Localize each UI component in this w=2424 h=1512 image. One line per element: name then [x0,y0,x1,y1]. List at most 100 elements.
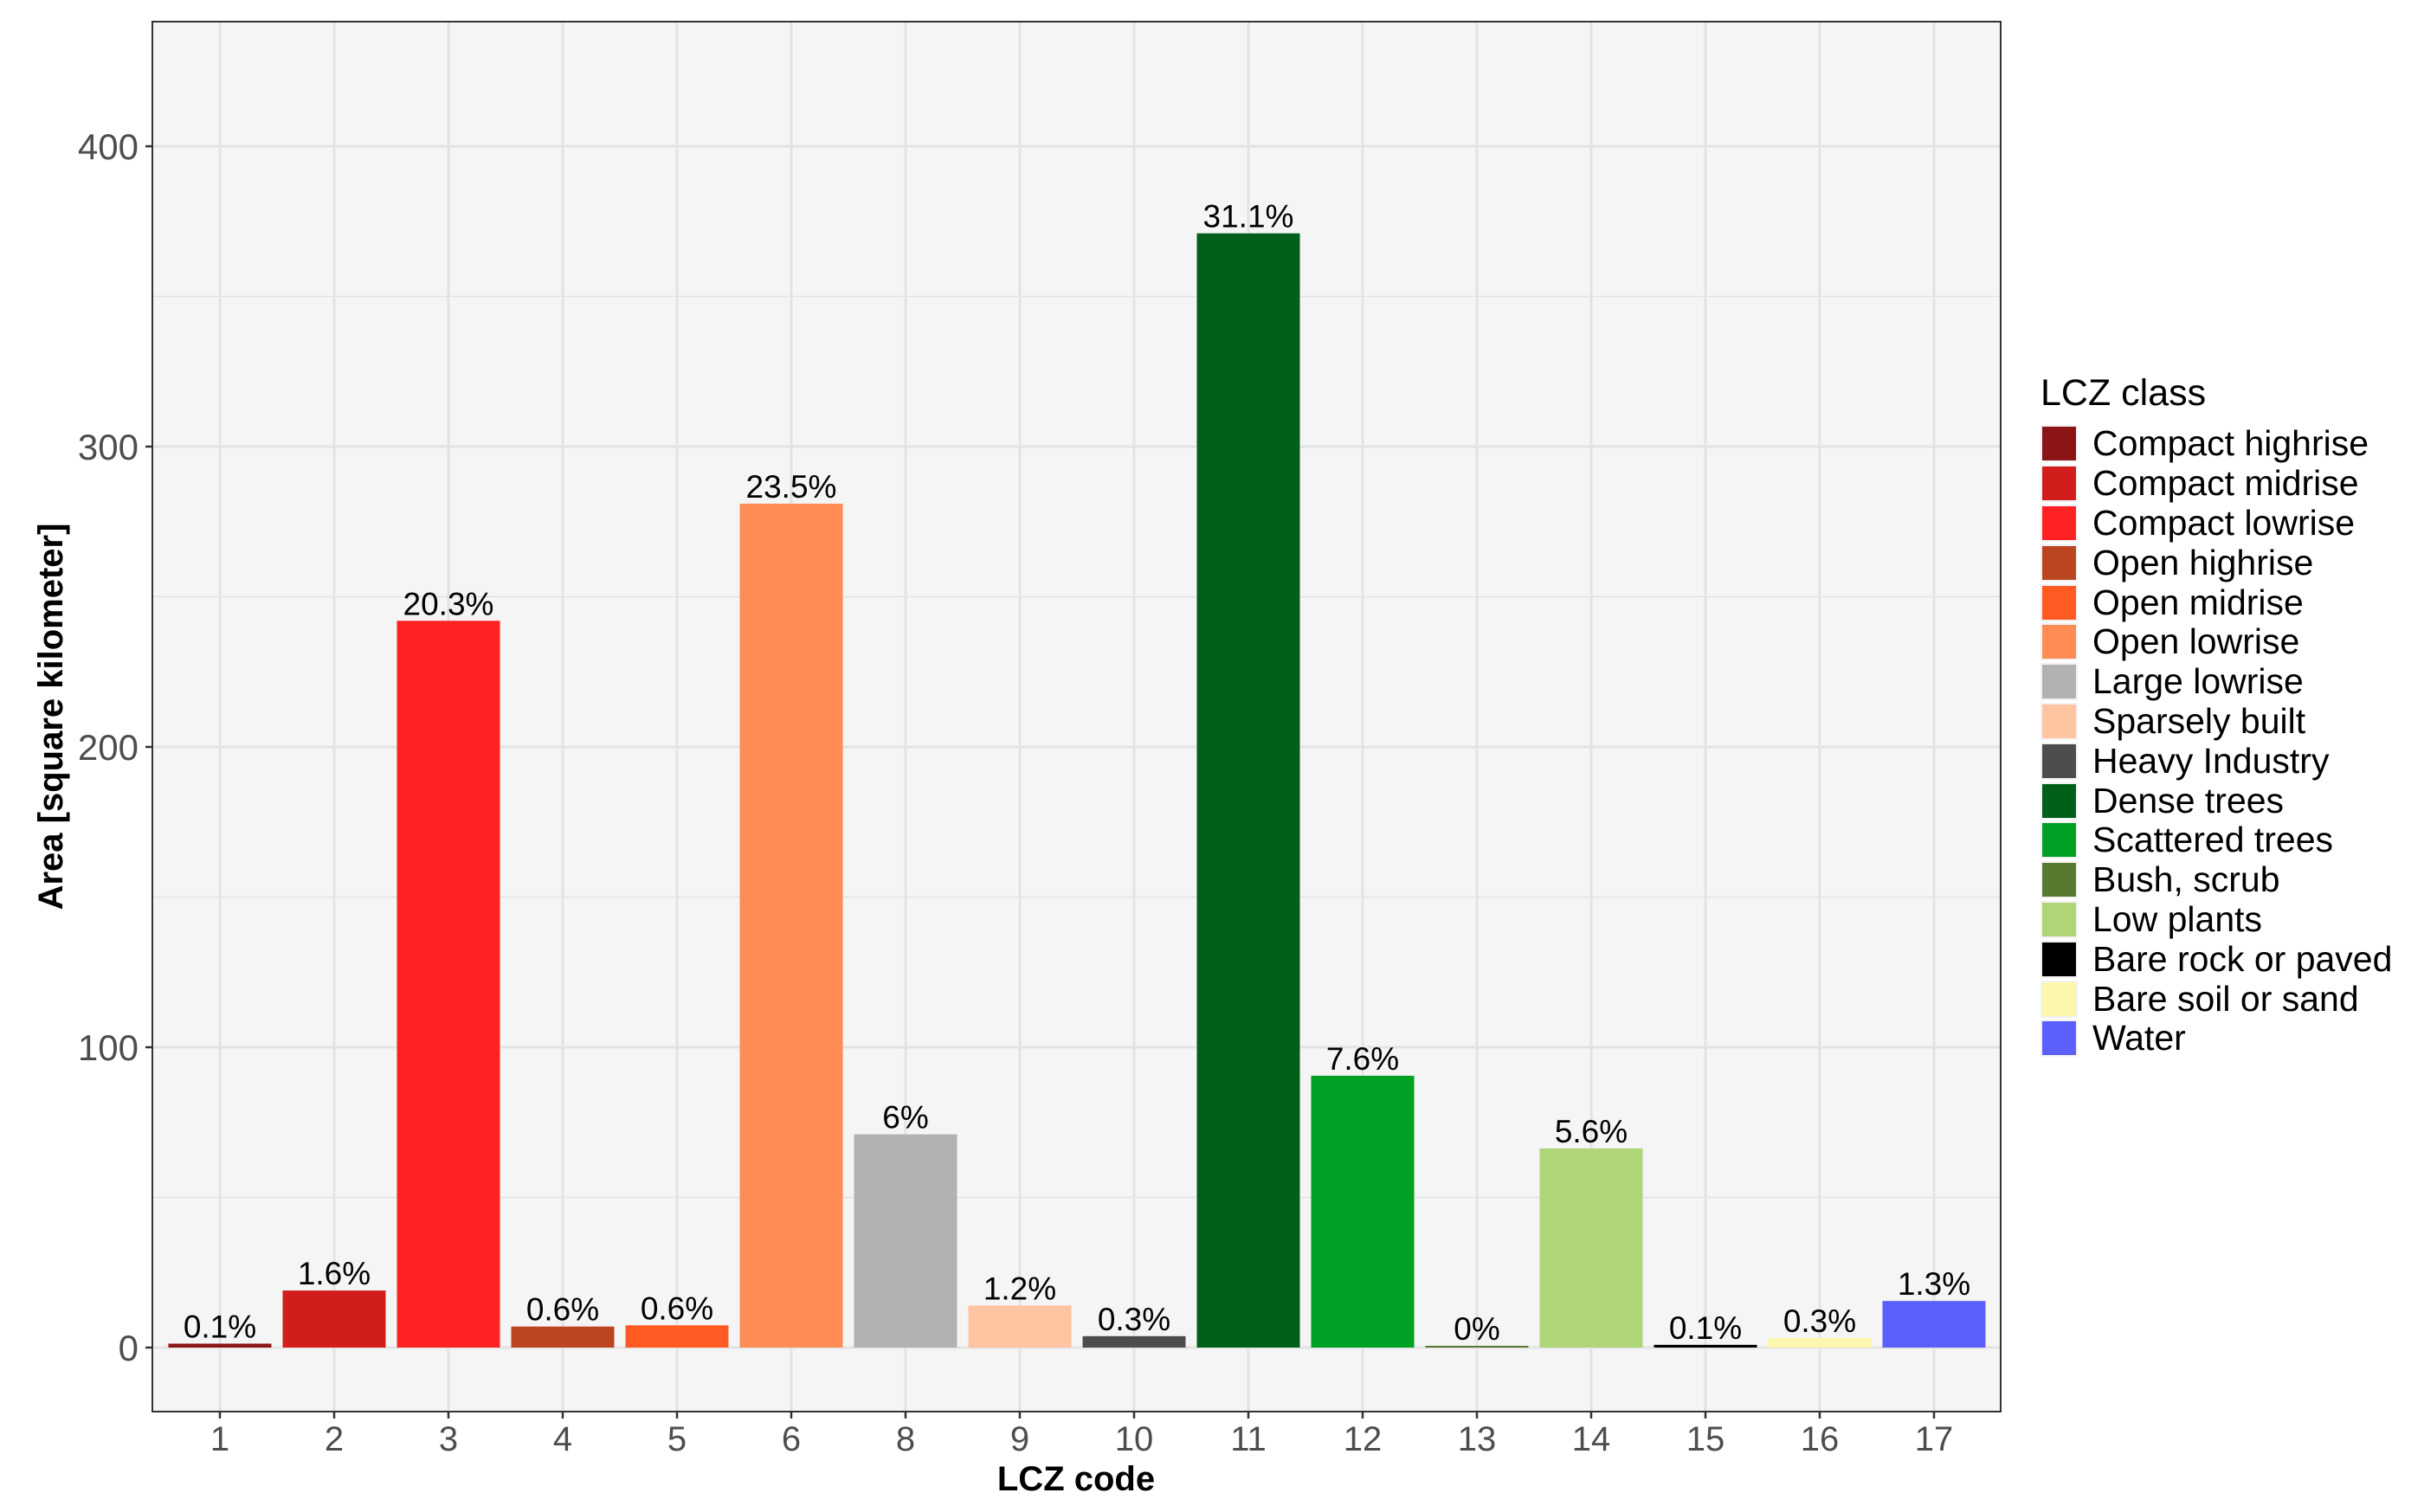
x-tick-label: 5 [667,1420,687,1458]
x-tick-label: 14 [1572,1420,1611,1458]
bar-label-2: 1.6% [298,1256,371,1291]
legend-item-label: Bare soil or sand [2092,978,2359,1019]
bar-value-labels: 0.1% 1.6% 20.3% 0.6% 0.6% 23.5% 6% 1.2% 0.3% 31.1… [184,199,1970,1347]
bar-label-10: 0.3% [1098,1302,1170,1337]
legend-item: Compact midrise [2040,464,2392,504]
bar-1 [168,1343,272,1348]
legend-color-swatch [2040,861,2078,899]
legend-item: Bush, scrub [2040,860,2392,900]
legend-color-swatch [2040,544,2078,582]
x-tick-label: 1 [210,1420,229,1458]
x-tick-label: 15 [1686,1420,1725,1458]
legend-item-label: Compact lowrise [2092,502,2356,543]
legend-item: Open highrise [2040,543,2392,582]
bar-label-14: 5.6% [1555,1114,1628,1149]
x-axis-title: LCZ code [997,1460,1155,1498]
legend-item-label: Open midrise [2092,582,2304,622]
bar-8 [854,1134,957,1348]
bar-label-6: 23.5% [746,469,837,505]
legend-items: Compact highrise Compact midrise Compact l… [2040,424,2392,1058]
legend-item-label: Low plants [2092,898,2263,939]
legend-item-label: Compact highrise [2092,423,2369,464]
legend-color-swatch [2040,940,2078,978]
y-tick-label: 400 [78,126,139,167]
legend-item: Open lowrise [2040,622,2392,662]
legend-item: Sparsely built [2040,700,2392,742]
bar-label-9: 1.2% [983,1271,1056,1306]
x-tick-label: 4 [553,1420,572,1458]
legend-item-label: Open highrise [2092,542,2314,582]
legend-item: Low plants [2040,898,2392,940]
legend-item: Heavy Industry [2040,741,2392,781]
x-tick-label: 17 [1915,1420,1954,1458]
bar-label-4: 0.6% [526,1292,599,1328]
x-axis-ticks: 1 2 3 4 5 6 8 9 10 11 12 13 14 15 16 17 [210,1412,1953,1458]
legend-item: Dense trees [2040,781,2392,820]
bar-11 [1196,233,1300,1348]
bar-12 [1311,1075,1415,1348]
bar-6 [739,503,843,1348]
bar-14 [1539,1148,1643,1348]
bar-label-16: 0.3% [1783,1303,1856,1339]
legend-item-label: Bare rock or paved [2092,938,2393,979]
legend-item: Scattered trees [2040,820,2392,860]
bar-13 [1425,1346,1529,1348]
legend-item-label: Large lowrise [2092,661,2304,702]
legend-item: Water [2040,1019,2392,1058]
bar-label-12: 7.6% [1326,1041,1399,1077]
legend-color-swatch [2040,504,2078,542]
legend-color-swatch [2040,702,2078,740]
y-tick-label: 300 [78,427,139,467]
x-tick-label: 13 [1458,1420,1497,1458]
legend-color-swatch [2040,465,2078,503]
legend-color-swatch [2040,425,2078,463]
x-tick-label: 11 [1230,1420,1267,1458]
y-tick-label: 200 [78,727,139,768]
x-tick-label: 3 [439,1420,458,1458]
legend-item-label: Scattered trees [2092,820,2334,860]
legend-color-swatch [2040,663,2078,701]
legend-color-swatch [2040,583,2078,621]
bar-4 [511,1326,615,1348]
bars [168,233,1986,1348]
x-tick-label: 12 [1344,1420,1383,1458]
bar-10 [1082,1335,1186,1348]
bar-label-15: 0.1% [1669,1310,1742,1346]
legend-item-label: Bush, scrub [2092,859,2280,900]
bar-label-5: 0.6% [641,1290,713,1326]
legend-color-swatch [2040,821,2078,859]
legend-item: Large lowrise [2040,662,2392,702]
bar-3 [396,621,500,1348]
legend-color-swatch [2040,900,2078,938]
legend-item-label: Compact midrise [2092,463,2359,504]
legend-item: Bare rock or paved [2040,939,2392,979]
bar-15 [1654,1344,1757,1348]
bar-2 [282,1290,386,1348]
legend: LCZ class Compact highrise Compact midris… [2040,372,2392,1058]
y-axis-ticks: 0 100 200 300 400 [78,126,152,1368]
legend-item-label: Sparsely built [2092,700,2306,741]
x-tick-label: 8 [896,1420,915,1458]
legend-item-label: Heavy Industry [2092,740,2330,781]
x-tick-label: 6 [782,1420,801,1458]
legend-item-label: Water [2092,1018,2186,1058]
bar-label-17: 1.3% [1898,1266,1970,1302]
legend-color-swatch [2040,1020,2078,1058]
y-tick-label: 100 [78,1027,139,1068]
legend-item: Open midrise [2040,582,2392,622]
x-tick-label: 2 [325,1420,344,1458]
legend-item-label: Open lowrise [2092,621,2300,662]
legend-color-swatch [2040,782,2078,820]
legend-color-swatch [2040,742,2078,780]
bar-label-13: 0% [1454,1311,1499,1347]
bar-label-8: 6% [882,1100,928,1136]
y-axis-title: Area [square kilometer] [32,524,70,910]
legend-item: Compact lowrise [2040,502,2392,544]
x-tick-label: 16 [1801,1420,1840,1458]
bar-17 [1882,1301,1986,1348]
legend-item: Compact highrise [2040,424,2392,464]
plot-panel-border [152,21,2002,1412]
legend-title: LCZ class [2040,372,2207,414]
